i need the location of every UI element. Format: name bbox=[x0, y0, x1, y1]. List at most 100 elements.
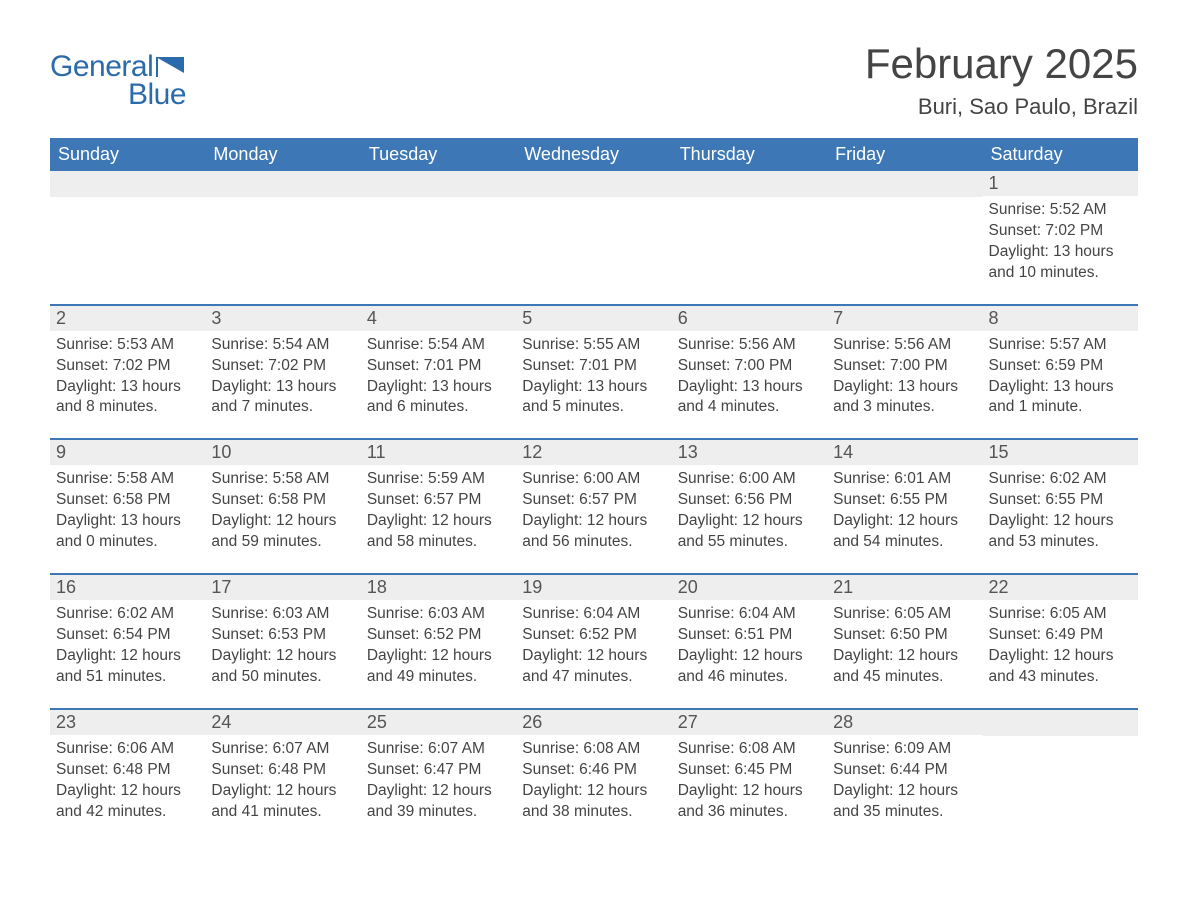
day-cell: 3Sunrise: 5:54 AMSunset: 7:02 PMDaylight… bbox=[205, 306, 360, 423]
daylight-text: Daylight: 12 hours and 39 minutes. bbox=[367, 781, 510, 823]
sunset-text: Sunset: 7:02 PM bbox=[989, 221, 1132, 242]
day-number: 15 bbox=[983, 440, 1138, 465]
sunset-text: Sunset: 6:56 PM bbox=[678, 490, 821, 511]
day-cell: 9Sunrise: 5:58 AMSunset: 6:58 PMDaylight… bbox=[50, 440, 205, 557]
sunrise-text: Sunrise: 6:05 AM bbox=[833, 604, 976, 625]
daylight-text: Daylight: 12 hours and 51 minutes. bbox=[56, 646, 199, 688]
sunrise-text: Sunrise: 5:53 AM bbox=[56, 335, 199, 356]
sunset-text: Sunset: 7:00 PM bbox=[833, 356, 976, 377]
sunrise-text: Sunrise: 6:00 AM bbox=[522, 469, 665, 490]
day-cell: 28Sunrise: 6:09 AMSunset: 6:44 PMDayligh… bbox=[827, 710, 982, 827]
sunrise-text: Sunrise: 5:59 AM bbox=[367, 469, 510, 490]
sunrise-text: Sunrise: 6:04 AM bbox=[522, 604, 665, 625]
daylight-text: Daylight: 13 hours and 7 minutes. bbox=[211, 377, 354, 419]
sunset-text: Sunset: 6:46 PM bbox=[522, 760, 665, 781]
header: General Blue February 2025 Buri, Sao Pau… bbox=[50, 40, 1138, 120]
day-number: 19 bbox=[516, 575, 671, 600]
day-content: Sunrise: 6:03 AMSunset: 6:52 PMDaylight:… bbox=[361, 600, 516, 692]
day-number: 2 bbox=[50, 306, 205, 331]
sunset-text: Sunset: 7:02 PM bbox=[211, 356, 354, 377]
daylight-text: Daylight: 12 hours and 45 minutes. bbox=[833, 646, 976, 688]
sunset-text: Sunset: 6:47 PM bbox=[367, 760, 510, 781]
day-number: 27 bbox=[672, 710, 827, 735]
day-content: Sunrise: 6:07 AMSunset: 6:48 PMDaylight:… bbox=[205, 735, 360, 827]
day-content: Sunrise: 6:07 AMSunset: 6:47 PMDaylight:… bbox=[361, 735, 516, 827]
daylight-text: Daylight: 13 hours and 8 minutes. bbox=[56, 377, 199, 419]
day-cell: 25Sunrise: 6:07 AMSunset: 6:47 PMDayligh… bbox=[361, 710, 516, 827]
sunset-text: Sunset: 6:53 PM bbox=[211, 625, 354, 646]
day-cell bbox=[672, 171, 827, 288]
sunrise-text: Sunrise: 6:09 AM bbox=[833, 739, 976, 760]
day-content: Sunrise: 5:55 AMSunset: 7:01 PMDaylight:… bbox=[516, 331, 671, 423]
day-number bbox=[516, 171, 671, 197]
day-content: Sunrise: 6:05 AMSunset: 6:49 PMDaylight:… bbox=[983, 600, 1138, 692]
day-content: Sunrise: 6:08 AMSunset: 6:46 PMDaylight:… bbox=[516, 735, 671, 827]
day-number: 4 bbox=[361, 306, 516, 331]
weekday-header: Sunday bbox=[50, 138, 205, 171]
day-cell: 26Sunrise: 6:08 AMSunset: 6:46 PMDayligh… bbox=[516, 710, 671, 827]
daylight-text: Daylight: 12 hours and 55 minutes. bbox=[678, 511, 821, 553]
day-content: Sunrise: 5:54 AMSunset: 7:01 PMDaylight:… bbox=[361, 331, 516, 423]
day-cell bbox=[983, 710, 1138, 827]
day-number: 24 bbox=[205, 710, 360, 735]
sunrise-text: Sunrise: 5:55 AM bbox=[522, 335, 665, 356]
day-content: Sunrise: 6:00 AMSunset: 6:56 PMDaylight:… bbox=[672, 465, 827, 557]
week-row: 9Sunrise: 5:58 AMSunset: 6:58 PMDaylight… bbox=[50, 438, 1138, 557]
sunset-text: Sunset: 7:01 PM bbox=[522, 356, 665, 377]
day-number: 28 bbox=[827, 710, 982, 735]
daylight-text: Daylight: 12 hours and 53 minutes. bbox=[989, 511, 1132, 553]
sunset-text: Sunset: 6:48 PM bbox=[211, 760, 354, 781]
daylight-text: Daylight: 12 hours and 50 minutes. bbox=[211, 646, 354, 688]
sunset-text: Sunset: 6:48 PM bbox=[56, 760, 199, 781]
day-content: Sunrise: 6:08 AMSunset: 6:45 PMDaylight:… bbox=[672, 735, 827, 827]
daylight-text: Daylight: 12 hours and 35 minutes. bbox=[833, 781, 976, 823]
day-content: Sunrise: 5:58 AMSunset: 6:58 PMDaylight:… bbox=[205, 465, 360, 557]
day-cell: 17Sunrise: 6:03 AMSunset: 6:53 PMDayligh… bbox=[205, 575, 360, 692]
sunset-text: Sunset: 6:45 PM bbox=[678, 760, 821, 781]
day-cell: 6Sunrise: 5:56 AMSunset: 7:00 PMDaylight… bbox=[672, 306, 827, 423]
day-cell: 15Sunrise: 6:02 AMSunset: 6:55 PMDayligh… bbox=[983, 440, 1138, 557]
sunset-text: Sunset: 6:55 PM bbox=[833, 490, 976, 511]
day-content: Sunrise: 6:01 AMSunset: 6:55 PMDaylight:… bbox=[827, 465, 982, 557]
sunset-text: Sunset: 6:54 PM bbox=[56, 625, 199, 646]
title-block: February 2025 Buri, Sao Paulo, Brazil bbox=[865, 40, 1138, 120]
sunrise-text: Sunrise: 6:03 AM bbox=[367, 604, 510, 625]
sunrise-text: Sunrise: 5:54 AM bbox=[367, 335, 510, 356]
location: Buri, Sao Paulo, Brazil bbox=[865, 94, 1138, 120]
day-content: Sunrise: 5:59 AMSunset: 6:57 PMDaylight:… bbox=[361, 465, 516, 557]
daylight-text: Daylight: 12 hours and 56 minutes. bbox=[522, 511, 665, 553]
day-content: Sunrise: 5:56 AMSunset: 7:00 PMDaylight:… bbox=[672, 331, 827, 423]
day-number: 12 bbox=[516, 440, 671, 465]
daylight-text: Daylight: 13 hours and 6 minutes. bbox=[367, 377, 510, 419]
day-content: Sunrise: 5:57 AMSunset: 6:59 PMDaylight:… bbox=[983, 331, 1138, 423]
day-content: Sunrise: 6:06 AMSunset: 6:48 PMDaylight:… bbox=[50, 735, 205, 827]
day-number: 6 bbox=[672, 306, 827, 331]
week-row: 23Sunrise: 6:06 AMSunset: 6:48 PMDayligh… bbox=[50, 708, 1138, 827]
day-content: Sunrise: 6:02 AMSunset: 6:55 PMDaylight:… bbox=[983, 465, 1138, 557]
weekday-header-row: SundayMondayTuesdayWednesdayThursdayFrid… bbox=[50, 138, 1138, 171]
day-cell: 1Sunrise: 5:52 AMSunset: 7:02 PMDaylight… bbox=[983, 171, 1138, 288]
daylight-text: Daylight: 13 hours and 0 minutes. bbox=[56, 511, 199, 553]
day-cell: 27Sunrise: 6:08 AMSunset: 6:45 PMDayligh… bbox=[672, 710, 827, 827]
sunset-text: Sunset: 6:52 PM bbox=[367, 625, 510, 646]
daylight-text: Daylight: 13 hours and 1 minute. bbox=[989, 377, 1132, 419]
day-content: Sunrise: 5:56 AMSunset: 7:00 PMDaylight:… bbox=[827, 331, 982, 423]
day-cell: 21Sunrise: 6:05 AMSunset: 6:50 PMDayligh… bbox=[827, 575, 982, 692]
sunset-text: Sunset: 7:01 PM bbox=[367, 356, 510, 377]
sunset-text: Sunset: 7:00 PM bbox=[678, 356, 821, 377]
sunrise-text: Sunrise: 6:03 AM bbox=[211, 604, 354, 625]
day-content: Sunrise: 5:52 AMSunset: 7:02 PMDaylight:… bbox=[983, 196, 1138, 288]
day-content: Sunrise: 5:54 AMSunset: 7:02 PMDaylight:… bbox=[205, 331, 360, 423]
day-content: Sunrise: 5:53 AMSunset: 7:02 PMDaylight:… bbox=[50, 331, 205, 423]
daylight-text: Daylight: 12 hours and 38 minutes. bbox=[522, 781, 665, 823]
week-row: 16Sunrise: 6:02 AMSunset: 6:54 PMDayligh… bbox=[50, 573, 1138, 692]
day-number: 10 bbox=[205, 440, 360, 465]
daylight-text: Daylight: 12 hours and 41 minutes. bbox=[211, 781, 354, 823]
day-number bbox=[983, 710, 1138, 736]
sunrise-text: Sunrise: 6:00 AM bbox=[678, 469, 821, 490]
day-number: 7 bbox=[827, 306, 982, 331]
day-cell: 23Sunrise: 6:06 AMSunset: 6:48 PMDayligh… bbox=[50, 710, 205, 827]
day-number bbox=[50, 171, 205, 197]
sunrise-text: Sunrise: 5:54 AM bbox=[211, 335, 354, 356]
day-cell: 10Sunrise: 5:58 AMSunset: 6:58 PMDayligh… bbox=[205, 440, 360, 557]
